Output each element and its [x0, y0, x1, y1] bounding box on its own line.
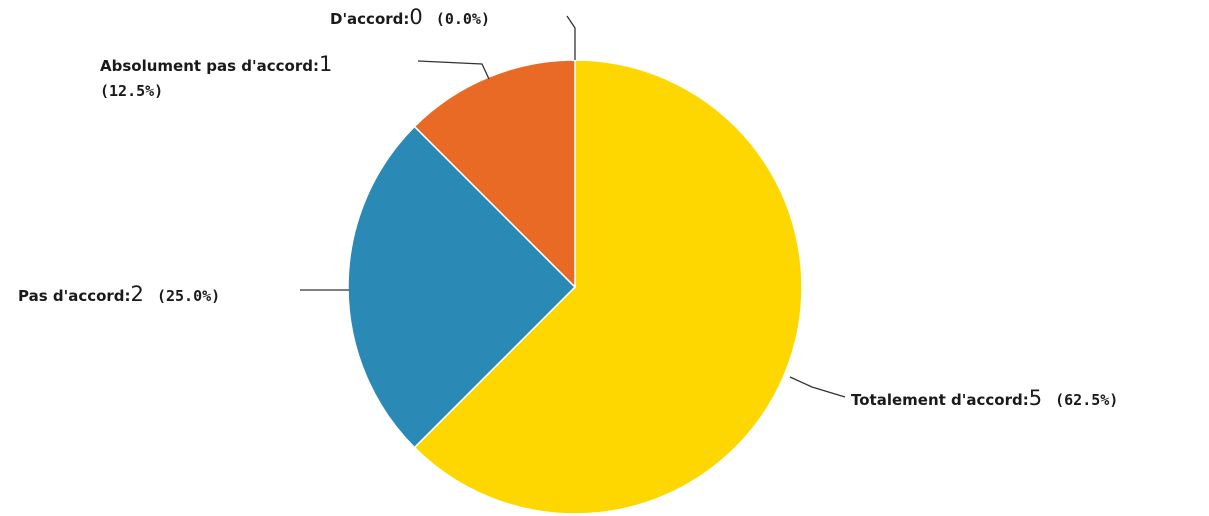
slice-name: Totalement d'accord:: [851, 391, 1029, 409]
slice-name: D'accord:: [330, 10, 409, 28]
slice-percent: (25.0%): [148, 287, 220, 305]
slice-label-pas-d-accord: Pas d'accord:2 (25.0%): [18, 282, 220, 306]
slice-value: 5: [1029, 386, 1042, 410]
slice-label-absolument-pas-d-accord-line-2: (12.5%): [100, 82, 163, 100]
slice-percent: (0.0%): [427, 10, 490, 28]
leader-line-totalement-d-accord: [789, 376, 846, 398]
labels-layer: Totalement d'accord:5 (62.5%) Pas d'accor…: [18, 5, 1118, 410]
slice-value: 1: [319, 52, 332, 76]
slices-layer: [347, 59, 803, 515]
leader-lines-layer: [300, 15, 846, 398]
slice-label-absolument-pas-d-accord-line-1: Absolument pas d'accord:1: [100, 52, 332, 76]
slice-name: Absolument pas d'accord:: [100, 57, 319, 75]
slice-label-totalement-d-accord: Totalement d'accord:5 (62.5%): [851, 386, 1118, 410]
slice-percent: (62.5%): [1046, 391, 1118, 409]
pie-slice-totalement-d-accord[interactable]: [413, 59, 803, 515]
leader-line-absolument-pas-d-accord: [417, 60, 490, 80]
slice-label-d-accord: D'accord:0 (0.0%): [330, 5, 490, 29]
slice-value: 2: [131, 282, 144, 306]
pie-slice-pas-d-accord[interactable]: [347, 125, 577, 449]
leader-line-d-accord: [566, 15, 576, 60]
slice-percent: (12.5%): [100, 82, 163, 100]
slice-value: 0: [409, 5, 422, 29]
slice-name: Pas d'accord:: [18, 287, 131, 305]
